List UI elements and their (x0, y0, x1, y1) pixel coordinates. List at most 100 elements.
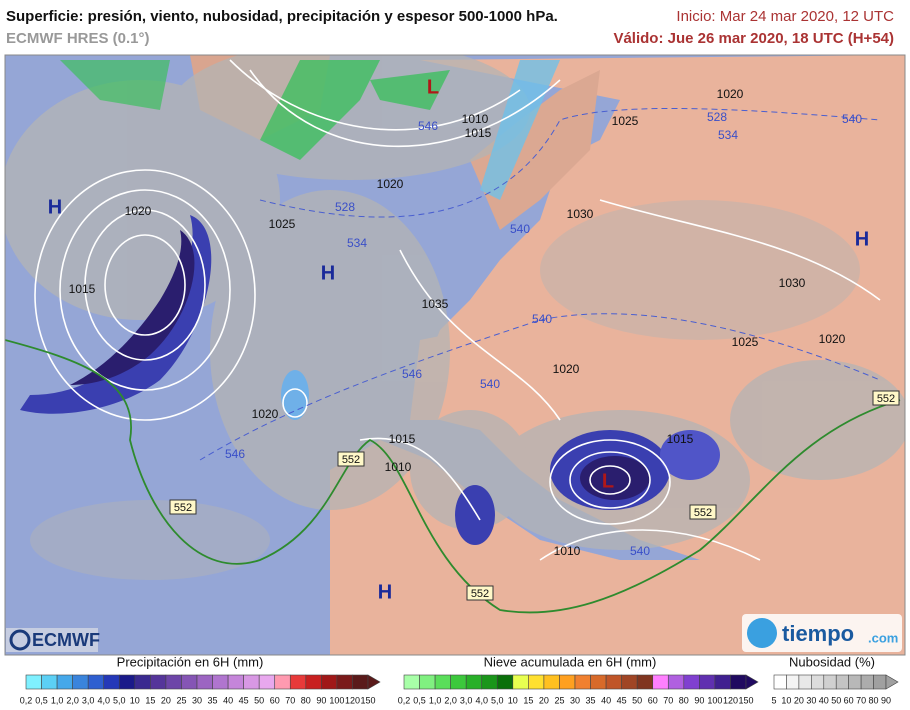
legend-tick-label: 30 (806, 695, 816, 705)
legend-swatch (730, 674, 747, 690)
thickness-label: 540 (480, 377, 500, 391)
legend-tick-label: 5,0 (491, 695, 504, 705)
isobar-label: 1030 (779, 276, 806, 290)
thickness-label: 528 (707, 110, 727, 124)
legend-swatch (72, 674, 89, 690)
thickness-lines (199, 107, 881, 461)
legend-tick-label: 80 (869, 695, 879, 705)
legend-tick-label: 3,0 (460, 695, 473, 705)
legend-swatch (243, 674, 260, 690)
legend-tick-label: 35 (586, 695, 596, 705)
legend-swatch (811, 674, 825, 690)
legend-tick-label: 60 (270, 695, 280, 705)
legend-swatch (860, 674, 874, 690)
legend-swatch (134, 674, 151, 690)
thickness-box-label: 552 (471, 588, 489, 600)
legend-tick-label: 80 (301, 695, 311, 705)
legend-tick-label: 80 (679, 695, 689, 705)
isobar-label: 1010 (462, 112, 489, 126)
legend-tick-label: 90 (316, 695, 326, 705)
legend-swatch (528, 674, 545, 690)
legend-swatch (823, 674, 837, 690)
legend-tick-label: 1,0 (429, 695, 442, 705)
legend-tick-label: 0,2 (20, 695, 33, 705)
legend-title: Nieve acumulada en 6H (mm) (484, 654, 657, 669)
legend-swatch (786, 674, 800, 690)
isobar-label: 1020 (717, 87, 744, 101)
thickness-box (337, 451, 365, 467)
legend-swatch (56, 674, 73, 690)
legend-tick-label: 70 (663, 695, 673, 705)
legend-tick-label: 0,2 (398, 695, 411, 705)
isobar-label: 1020 (252, 407, 279, 421)
legend-tick-label: 60 (648, 695, 658, 705)
legend-tick-label: 5 (771, 695, 776, 705)
legend-swatch (543, 674, 560, 690)
thickness-box-label: 552 (342, 454, 360, 466)
legend-swatch (212, 674, 229, 690)
legend-swatch (150, 674, 167, 690)
legend-swatch (848, 674, 862, 690)
thickness-box (872, 390, 900, 406)
ecmwf-logo: ECMWF (32, 630, 100, 650)
isobar-label: 1020 (125, 204, 152, 218)
legend-swatch (196, 674, 213, 690)
thickness-label: 540 (842, 112, 862, 126)
legend-tick-label: 150 (360, 695, 375, 705)
isobar-label: 1015 (69, 282, 96, 296)
thickness-label: 534 (718, 128, 738, 142)
legend-tick-label: 30 (570, 695, 580, 705)
legend-tick-label: 70 (285, 695, 295, 705)
low-label: L (602, 470, 614, 492)
legend-tick-label: 50 (632, 695, 642, 705)
legend-tick-label: 2,0 (66, 695, 79, 705)
isobar-label: 1025 (269, 217, 296, 231)
high-label: H (855, 228, 869, 250)
legend-swatch (336, 674, 353, 690)
legend-tick-label: 50 (831, 695, 841, 705)
legend-swatch (512, 674, 529, 690)
legend-swatch (481, 674, 498, 690)
land-europe (420, 55, 905, 655)
legend-swatch (434, 674, 451, 690)
isobar-label: 1020 (819, 332, 846, 346)
high-label: H (321, 262, 335, 284)
legend-swatch (652, 674, 669, 690)
legend-swatch (590, 674, 607, 690)
legend-swatch (352, 674, 369, 690)
thickness-label: 540 (532, 312, 552, 326)
legend-title: Precipitación en 6H (mm) (117, 654, 264, 669)
legend-swatch (559, 674, 576, 690)
legend-swatch (621, 674, 638, 690)
legend-tick-label: 0,5 (35, 695, 48, 705)
legend-tick-label: 120 (345, 695, 360, 705)
legend-tick-label: 2,0 (444, 695, 457, 705)
legend-tick-label: 4,0 (475, 695, 488, 705)
legend-tick-label: 20 (161, 695, 171, 705)
legend-swatch (773, 674, 787, 690)
thickness-box (689, 504, 717, 520)
isobar-label: 1010 (385, 460, 412, 474)
isobar-label: 1035 (422, 297, 449, 311)
legend-arrow (367, 674, 381, 690)
legend-tick-label: 100 (329, 695, 344, 705)
legend-tick-label: 120 (723, 695, 738, 705)
isobar-label: 1015 (667, 432, 694, 446)
isobar-label: 1020 (553, 362, 580, 376)
legend-tick-label: 25 (554, 695, 564, 705)
legend-tick-label: 40 (223, 695, 233, 705)
high-label: H (378, 581, 392, 603)
legend-tick-label: 40 (819, 695, 829, 705)
legend-tick-label: 40 (601, 695, 611, 705)
thickness-label: 528 (335, 200, 355, 214)
tiempo-logo: tiempo (782, 621, 854, 646)
high-label: H (48, 196, 62, 218)
model: ECMWF HRES (0.1°) (6, 30, 150, 47)
legend-tick-label: 1,0 (51, 695, 64, 705)
thickness-label: 546 (418, 119, 438, 133)
ecmwf-logo-icon (9, 629, 31, 651)
map-frame (4, 54, 906, 656)
legend-swatch (403, 674, 420, 690)
legend-swatch (41, 674, 58, 690)
